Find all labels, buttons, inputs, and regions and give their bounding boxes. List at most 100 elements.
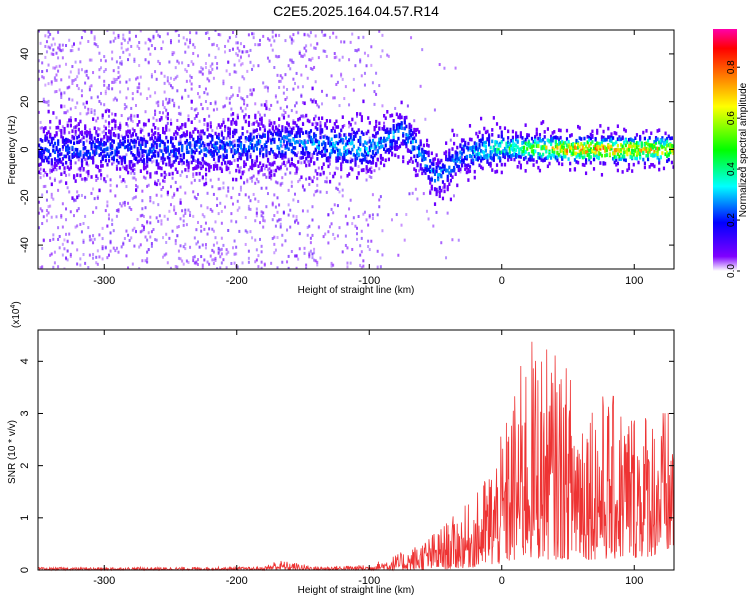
- spectrogram-cell: [160, 166, 163, 171]
- spectrogram-cell: [251, 143, 254, 147]
- spectrogram-cell: [567, 157, 570, 161]
- spectrogram-cell: [378, 198, 381, 202]
- spectrogram-cell: [271, 30, 274, 34]
- spectrogram-cell: [201, 175, 204, 180]
- spectrogram-cell: [615, 155, 618, 160]
- spectrogram-cell: [44, 55, 47, 59]
- spectrogram-cell: [263, 263, 266, 267]
- spectrogram-cell: [160, 222, 163, 226]
- spectrogram-cell: [314, 259, 317, 263]
- spectrogram-cell: [589, 141, 592, 146]
- spectrogram-cell: [405, 115, 408, 120]
- spectrogram-cell: [460, 159, 464, 163]
- spectrogram-cell: [107, 154, 111, 159]
- spectrogram-cell: [429, 165, 432, 169]
- spectrogram-cell: [111, 138, 114, 143]
- spectrogram-cell: [270, 169, 273, 174]
- spectrogram-cell: [325, 176, 328, 180]
- spectrogram-cell: [220, 133, 224, 137]
- spectrogram-cell: [236, 41, 239, 45]
- spectrogram-cell: [227, 186, 230, 190]
- spectrogram-cell: [219, 154, 222, 159]
- spectrogram-cell: [79, 263, 82, 267]
- spectrogram-cell: [336, 141, 340, 146]
- spectrogram-cell: [187, 94, 190, 98]
- spectrogram-cell: [311, 252, 314, 256]
- spectrogram-cell: [507, 154, 510, 158]
- spectrogram-cell: [95, 178, 98, 182]
- spectrogram-cell: [378, 121, 381, 126]
- spectrogram-cell: [572, 141, 575, 146]
- spectrogram-cell: [640, 144, 643, 149]
- spectrogram-cell: [537, 144, 540, 149]
- spectrogram-cell: [206, 77, 209, 81]
- spectrogram-cell: [375, 131, 378, 136]
- spectrogram-cell: [486, 137, 489, 142]
- spectrogram-cell: [276, 132, 279, 137]
- spectrogram-cell: [182, 123, 185, 127]
- spectrogram-cell: [220, 161, 224, 166]
- spectrogram-cell: [142, 215, 145, 219]
- spectrogram-cell: [41, 265, 44, 269]
- spectrogram-cell: [111, 112, 114, 116]
- spectrogram-cell: [149, 175, 152, 179]
- spectrogram-cell: [368, 175, 371, 179]
- spectrogram-cell: [136, 44, 139, 48]
- spectrogram-cell: [147, 87, 150, 91]
- spectrogram-cell: [268, 150, 271, 155]
- spectrogram-cell: [192, 43, 195, 47]
- spectrogram-cell: [549, 134, 553, 139]
- spectrogram-cell: [247, 260, 250, 264]
- spectrogram-cell: [117, 70, 120, 74]
- spectrogram-cell: [138, 64, 141, 68]
- spectrogram-cell: [480, 139, 483, 143]
- spectrogram-cell: [328, 225, 331, 229]
- spectrogram-cell: [193, 178, 196, 182]
- spectrogram-cell: [63, 138, 66, 143]
- spectrogram-cell: [586, 134, 589, 139]
- spectrogram-cell: [204, 87, 207, 91]
- spectrogram-cell: [106, 256, 109, 260]
- spectrogram-cell: [596, 155, 599, 160]
- spectrogram-cell: [200, 129, 203, 134]
- spectrogram-cell: [208, 53, 211, 57]
- spectrogram-cell: [138, 82, 141, 86]
- spectrogram-cell: [112, 80, 115, 84]
- spectrogram-cell: [79, 139, 82, 143]
- spectrogram-cell: [497, 155, 500, 160]
- spectrogram-cell: [246, 180, 249, 184]
- spectrogram-cell: [120, 142, 123, 146]
- spectrogram-cell: [209, 152, 212, 156]
- spectrogram-cell: [134, 140, 138, 144]
- spectrogram-cell: [122, 178, 125, 182]
- spectrogram-cell: [209, 140, 212, 145]
- spectrogram-cell: [451, 168, 454, 173]
- spectrogram-cell: [45, 190, 48, 194]
- spectrogram-cell: [416, 127, 419, 132]
- spectrogram-cell: [244, 113, 247, 117]
- spectrogram-cell: [58, 128, 61, 132]
- spectrogram-cell: [127, 170, 130, 175]
- spectrogram-cell: [84, 157, 87, 161]
- spectrogram-cell: [193, 236, 196, 240]
- spectrogram-cell: [139, 30, 142, 33]
- spectrogram-cell: [63, 111, 66, 115]
- spectrogram-cell: [494, 152, 497, 157]
- spectrogram-cell: [120, 114, 123, 118]
- spectrogram-cell: [408, 125, 411, 130]
- spectrogram-cell: [290, 148, 294, 153]
- spectrogram-cell: [72, 151, 76, 156]
- spectrogram-cell: [244, 229, 247, 233]
- spectrogram-cell: [235, 168, 238, 173]
- spectrogram-cell: [77, 68, 80, 72]
- spectrogram-cell: [567, 144, 570, 149]
- spectrogram-cell: [289, 142, 292, 147]
- spectrogram-cell: [100, 164, 103, 168]
- spectrogram-cell: [119, 125, 122, 130]
- spectrogram-cell: [66, 258, 69, 262]
- spectrogram-cell: [200, 70, 203, 74]
- spectrogram-cell: [344, 234, 347, 238]
- spectrogram-cell: [141, 149, 144, 153]
- spectrogram-cell: [613, 155, 616, 159]
- spectrogram-cell: [340, 164, 343, 169]
